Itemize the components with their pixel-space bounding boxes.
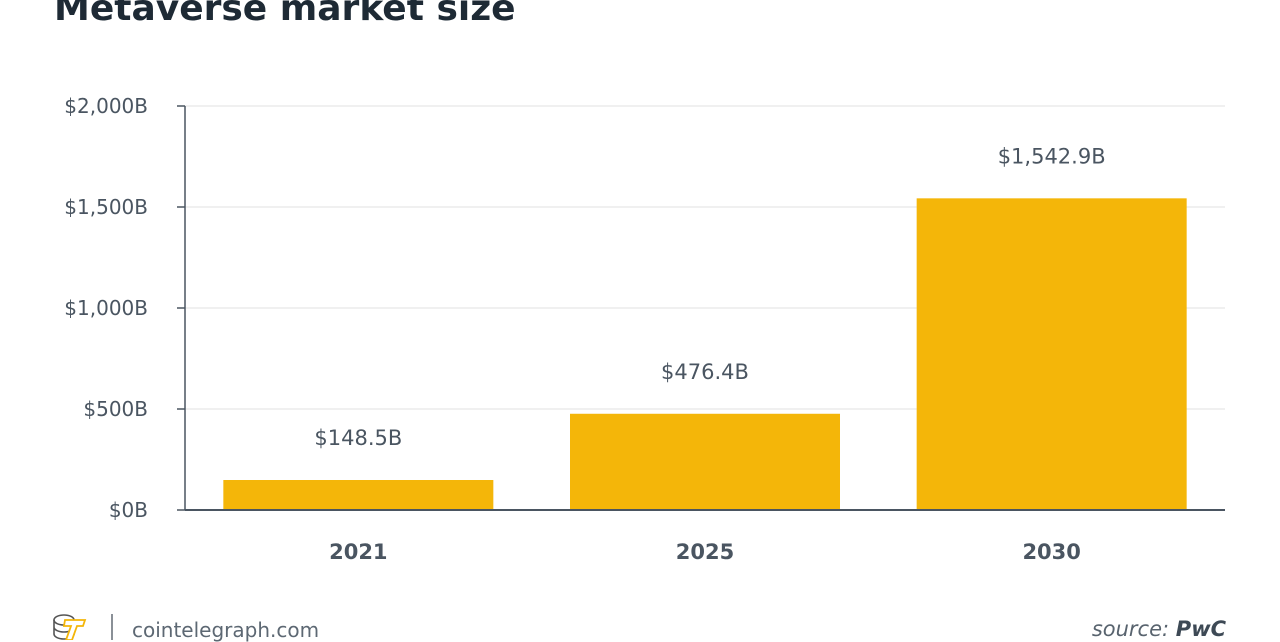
y-tick-label: $0B (109, 498, 148, 522)
data-label: $1,542.9B (998, 144, 1106, 168)
chart-title: Metaverse market size (54, 0, 516, 29)
x-tick-label: 2025 (676, 540, 734, 564)
y-tick-label: $2,000B (64, 94, 148, 118)
y-tick-label: $1,500B (64, 195, 148, 219)
y-tick-label: $500B (83, 397, 148, 421)
bar-2025 (570, 413, 840, 510)
source-name: PwC (1175, 617, 1226, 641)
cointelegraph-logo-icon (53, 614, 87, 640)
footer-site: cointelegraph.com (132, 618, 320, 642)
footer-divider (111, 614, 113, 640)
source-note: source: PwC (1092, 617, 1226, 641)
y-tick-label: $1,000B (64, 296, 148, 320)
x-tick-label: 2021 (329, 540, 387, 564)
x-tick-label: 2030 (1022, 540, 1080, 564)
data-label: $476.4B (661, 360, 749, 384)
data-label: $148.5B (314, 426, 402, 450)
bar-2030 (916, 198, 1187, 510)
bar-2021 (223, 480, 494, 510)
source-prefix: source: (1091, 617, 1170, 641)
